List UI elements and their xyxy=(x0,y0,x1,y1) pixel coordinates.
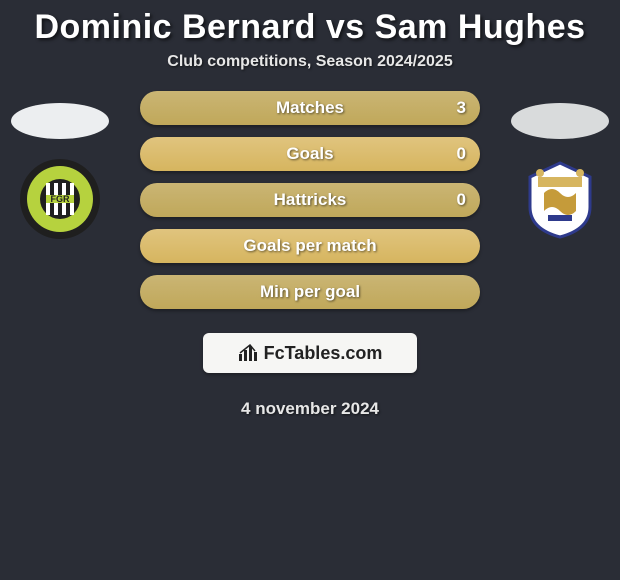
stat-label: Goals xyxy=(286,144,333,164)
left-player-column: FGR xyxy=(0,91,120,241)
club-badge-right-svg xyxy=(518,157,602,241)
player-photo-left xyxy=(11,103,109,139)
stat-value-right: 0 xyxy=(457,144,466,164)
subtitle: Club competitions, Season 2024/2025 xyxy=(0,53,620,71)
page-title: Dominic Bernard vs Sam Hughes xyxy=(0,8,620,47)
branding-box: FcTables.com xyxy=(203,333,417,373)
stats-column: Matches 3 Goals 0 Hattricks 0 Goals per … xyxy=(140,91,480,419)
bar-chart-icon xyxy=(238,344,260,362)
svg-text:FGR: FGR xyxy=(51,194,70,204)
stat-row-goals: Goals 0 xyxy=(140,137,480,171)
stat-row-goals-per-match: Goals per match xyxy=(140,229,480,263)
stat-label: Hattricks xyxy=(274,190,347,210)
stat-value-right: 3 xyxy=(457,98,466,118)
stat-label: Goals per match xyxy=(243,236,376,256)
root: Dominic Bernard vs Sam Hughes Club compe… xyxy=(0,0,620,419)
comparison-area: FGR Matches 3 xyxy=(0,91,620,419)
right-player-column xyxy=(500,91,620,241)
branding-text: FcTables.com xyxy=(264,343,383,364)
footer-date: 4 november 2024 xyxy=(241,399,379,419)
stat-label: Matches xyxy=(276,98,344,118)
club-badge-left-svg: FGR xyxy=(18,157,102,241)
stat-row-matches: Matches 3 xyxy=(140,91,480,125)
club-badge-right xyxy=(518,157,602,241)
club-badge-left: FGR xyxy=(18,157,102,241)
stat-row-hattricks: Hattricks 0 xyxy=(140,183,480,217)
player-photo-right xyxy=(511,103,609,139)
stat-label: Min per goal xyxy=(260,282,360,302)
stat-value-right: 0 xyxy=(457,190,466,210)
stat-row-min-per-goal: Min per goal xyxy=(140,275,480,309)
